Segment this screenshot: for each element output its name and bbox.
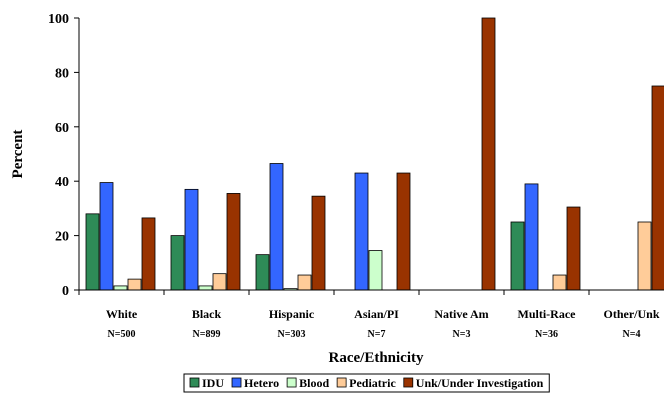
bar-hetero-multi-race — [524, 183, 539, 291]
x-tick-label: Hispanic — [269, 307, 315, 321]
legend-frame — [183, 373, 550, 393]
bar-unk-under-investigation-black — [226, 193, 241, 291]
x-tick-label: Asian/PI — [354, 307, 399, 321]
legend-swatch — [189, 377, 200, 388]
bar-unk-under-investigation-white — [141, 217, 156, 291]
x-tick-count-label: N=3 — [453, 329, 471, 340]
bar-hetero-black — [184, 188, 199, 291]
bar-unk-under-investigation-hispanic — [311, 195, 326, 291]
legend-label: Hetero — [244, 376, 279, 390]
legend: IDU Hetero Blood Pediatric Unk/Under Investi… — [183, 373, 550, 393]
y-tick-label: 20 — [55, 230, 69, 245]
legend-swatch — [336, 377, 347, 388]
x-tick-label: White — [106, 307, 138, 321]
x-tick-count-label: N=500 — [108, 329, 136, 340]
bar-unk-under-investigation-asian-pi — [396, 172, 411, 291]
x-tick-count-label: N=7 — [368, 329, 386, 340]
bar-hetero-asian-pi — [354, 172, 369, 291]
y-tick-label: 100 — [48, 12, 69, 27]
x-tick-count-label: N=36 — [535, 329, 558, 340]
y-tick-label: 80 — [55, 66, 69, 81]
legend-swatch — [231, 377, 242, 388]
x-tick-count-label: N=899 — [193, 329, 221, 340]
x-tick-count-label: N=303 — [278, 329, 306, 340]
bar-blood-asian-pi — [368, 250, 383, 291]
legend-swatch — [403, 377, 414, 388]
bar-hetero-white — [99, 182, 114, 291]
bar-blood-white — [113, 285, 128, 291]
legend-label: Blood — [299, 376, 329, 390]
x-tick-label: Multi-Race — [518, 307, 577, 321]
bar-pediatric-black — [212, 273, 227, 291]
bar-idu-multi-race — [510, 221, 525, 291]
bar-unk-under-investigation-multi-race — [566, 206, 581, 291]
bar-idu-hispanic — [255, 254, 270, 291]
bar-idu-white — [85, 213, 100, 291]
x-tick-label: Black — [192, 307, 222, 321]
x-tick-labels: White N=500 Black N=899 Hispanic N=303 Asian/P… — [78, 290, 660, 340]
y-axis-title: Percent — [10, 130, 26, 179]
bar-blood-black — [198, 285, 213, 291]
legend-swatch — [286, 377, 297, 388]
legend-label: Unk/Under Investigation — [416, 376, 544, 390]
bars — [85, 17, 664, 291]
bar-pediatric-multi-race — [552, 274, 567, 291]
x-tick-label: Native Am — [434, 307, 488, 321]
y-tick-label: 0 — [62, 284, 69, 299]
y-tick-label: 40 — [55, 175, 69, 190]
bar-unk-under-investigation-other-unk — [651, 85, 664, 291]
x-axis-title: Race/Ethnicity — [329, 350, 424, 366]
bar-pediatric-hispanic — [297, 274, 312, 291]
y-axis-ticks: 0 20 40 60 80 100 — [48, 12, 79, 299]
bar-idu-black — [170, 235, 185, 291]
legend-label: IDU — [202, 376, 224, 390]
bar-pediatric-other-unk — [637, 221, 652, 291]
bar-hetero-hispanic — [269, 163, 284, 291]
x-tick-label: Other/Unk — [603, 307, 659, 321]
y-tick-label: 60 — [55, 121, 69, 136]
bar-unk-under-investigation-native-am — [481, 17, 496, 291]
legend-label: Pediatric — [349, 376, 396, 390]
bar-pediatric-white — [127, 278, 142, 291]
x-tick-count-label: N=4 — [623, 329, 641, 340]
